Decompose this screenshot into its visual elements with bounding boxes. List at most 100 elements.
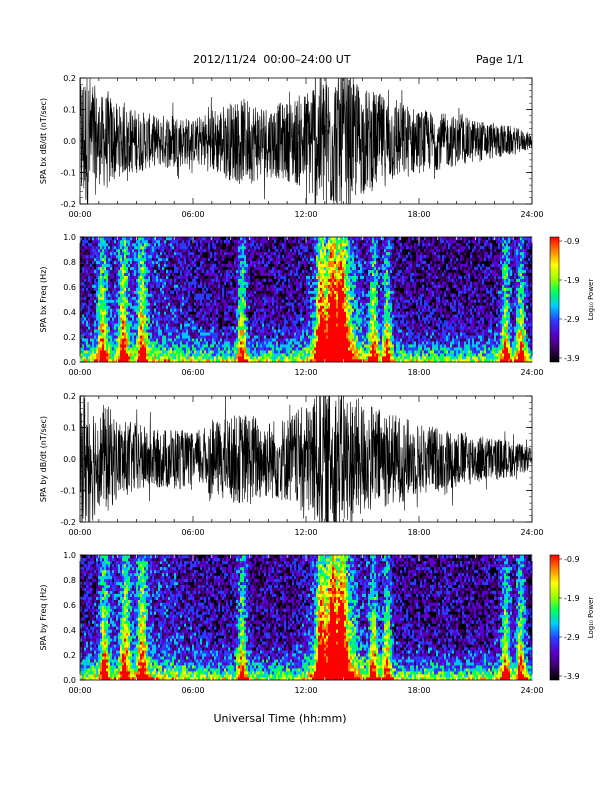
spectral-cell xyxy=(262,353,265,357)
spectral-cell xyxy=(142,242,145,247)
spectral-cell xyxy=(224,311,227,315)
spectral-cell xyxy=(146,260,149,265)
spectral-cell xyxy=(198,272,201,276)
spectral-cell xyxy=(304,251,307,256)
spectral-cell xyxy=(260,287,263,291)
spectral-cell xyxy=(256,314,259,318)
spectral-cell xyxy=(322,248,325,253)
spectral-cell xyxy=(268,237,271,241)
spectral-cell xyxy=(224,329,227,333)
spectral-cell xyxy=(92,293,95,297)
spectral-cell xyxy=(324,257,327,262)
spectral-cell xyxy=(218,353,221,357)
spectral-cell xyxy=(200,296,203,300)
spectral-cell xyxy=(214,323,217,327)
spectral-cell xyxy=(134,251,137,256)
spectral-cell xyxy=(328,350,331,354)
spectral-cell xyxy=(86,323,89,327)
spectral-cell xyxy=(238,317,241,321)
spectral-cell xyxy=(138,266,141,271)
spectral-cell xyxy=(132,254,135,259)
spectral-cell xyxy=(108,338,111,342)
spectral-cell xyxy=(248,350,251,354)
spectral-cell xyxy=(144,356,147,360)
spectral-cell xyxy=(126,293,129,297)
spectral-cell xyxy=(156,341,159,345)
spectral-cell xyxy=(298,290,301,294)
spectral-cell xyxy=(136,287,139,291)
spectral-cell xyxy=(330,326,333,330)
spectral-cell xyxy=(98,335,101,339)
spectral-cell xyxy=(178,263,181,268)
spectral-cell xyxy=(200,308,203,312)
spectral-cell xyxy=(314,284,317,288)
spectral-cell xyxy=(228,287,231,291)
spectral-cell xyxy=(172,344,175,348)
spectral-cell xyxy=(242,245,245,250)
spectral-cell xyxy=(296,287,299,291)
spectral-cell xyxy=(252,308,255,312)
spectral-cell xyxy=(222,317,225,321)
spectral-cell xyxy=(136,281,139,285)
spectral-cell xyxy=(226,329,229,333)
spectral-cell xyxy=(108,269,111,274)
spectral-cell xyxy=(312,311,315,315)
spectral-cell xyxy=(162,332,165,336)
spectral-cell xyxy=(296,263,299,268)
spectral-cell xyxy=(256,242,259,247)
spectral-cell xyxy=(312,329,315,333)
spectral-cell xyxy=(94,347,97,351)
spectral-cell xyxy=(136,308,139,312)
spectral-cell xyxy=(166,335,169,339)
spectral-cell xyxy=(118,356,121,360)
spectral-cell xyxy=(112,269,115,274)
spectral-cell xyxy=(100,287,103,291)
spectral-cell xyxy=(98,287,101,291)
spectral-cell xyxy=(148,272,151,276)
spectral-cell xyxy=(308,293,311,297)
spectral-cell xyxy=(88,272,91,276)
spectral-cell xyxy=(310,287,313,291)
spectral-cell xyxy=(128,296,131,300)
spectral-cell xyxy=(162,344,165,348)
spectral-cell xyxy=(202,344,205,348)
spectral-cell xyxy=(138,302,141,306)
spectral-cell xyxy=(136,356,139,360)
spectral-cell xyxy=(80,347,83,351)
spectral-cell xyxy=(94,344,97,348)
spectral-cell xyxy=(174,248,177,253)
spectral-cell xyxy=(334,275,337,279)
spectral-cell xyxy=(252,254,255,259)
spectral-cell xyxy=(312,269,315,274)
spectral-cell xyxy=(102,251,105,256)
spectral-cell xyxy=(162,293,165,297)
spectral-cell xyxy=(86,275,89,279)
spectral-cell xyxy=(270,329,273,333)
spectral-cell xyxy=(206,350,209,354)
spectral-cell xyxy=(86,281,89,285)
spectral-cell xyxy=(184,284,187,288)
spectral-cell xyxy=(142,314,145,318)
spectral-cell xyxy=(146,248,149,253)
spectral-cell xyxy=(254,281,257,285)
spectral-cell xyxy=(308,314,311,318)
spectral-cell xyxy=(234,338,237,342)
spectral-cell xyxy=(178,287,181,291)
spectral-cell xyxy=(124,263,127,268)
spectral-cell xyxy=(330,347,333,351)
spectral-cell xyxy=(248,293,251,297)
y-tick-label: 0.2 xyxy=(63,74,76,83)
spectral-cell xyxy=(158,341,161,345)
spectral-cell xyxy=(198,302,201,306)
spectral-cell xyxy=(248,281,251,285)
spectral-cell xyxy=(300,263,303,268)
spectral-cell xyxy=(84,269,87,274)
spectral-cell xyxy=(320,311,323,315)
spectral-cell xyxy=(306,281,309,285)
spectral-cell xyxy=(110,320,113,324)
spectral-cell xyxy=(270,317,273,321)
spectral-cell xyxy=(286,260,289,265)
spectral-cell xyxy=(294,305,297,309)
spectral-cell xyxy=(212,359,215,363)
spectral-cell xyxy=(84,272,87,276)
